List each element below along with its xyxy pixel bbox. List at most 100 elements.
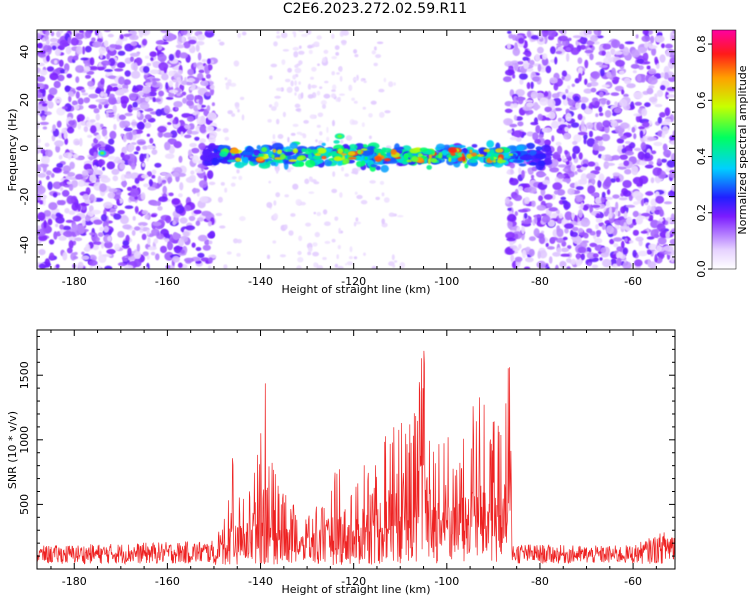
heatmap-blob [59,181,66,187]
heatmap-blob [83,66,91,71]
heatmap-blob [161,179,167,184]
heatmap-blob [168,80,174,88]
heatmap-blob [134,206,139,213]
heatmap-blob [89,193,95,201]
heatmap-blob [168,53,175,61]
heatmap-blob [512,103,518,108]
heatmap-blob [37,82,40,89]
heatmap-blob [507,220,513,229]
heatmap-blob [535,146,543,151]
heatmap-blob [177,69,183,75]
heatmap-blob [580,202,584,209]
heatmap-blob [560,253,571,257]
heatmap-blob [49,252,55,261]
heatmap-blob [570,122,580,128]
heatmap-blob [600,247,606,254]
heatmap-blob [664,118,672,123]
heatmap-blob [71,223,78,232]
heatmap-blob [323,93,331,99]
heatmap-blob [594,166,601,172]
heatmap-blob [556,228,564,237]
heatmap-y-axis: -40 -20 0 20 40 [18,39,675,270]
heatmap-blob [621,240,625,249]
heatmap-blob [647,205,652,211]
heatmap-blob [161,73,169,81]
heatmap-blob [285,146,292,151]
heatmap-blob [526,102,534,108]
heatmap-blob [510,168,514,175]
heatmap-blob [274,95,281,99]
heatmap-blob [508,153,514,156]
heatmap-blob [100,241,105,249]
heatmap-blob [332,171,336,177]
heatmap-blob [255,157,264,162]
heatmap-blob [525,257,534,263]
heatmap-blob [97,232,104,238]
heatmap-blob [172,220,177,226]
heatmap-blob [124,57,132,64]
heatmap-blob [292,123,299,127]
heatmap-blob [286,86,293,93]
colorbar-label: Normalized spectral amplitude [736,65,749,234]
heatmap-blob [534,216,538,224]
heatmap-blob [200,81,209,87]
heatmap-blob [592,253,599,258]
heatmap-blob [647,249,651,255]
heatmap-blob [647,136,657,141]
heatmap-blob [602,258,612,268]
heatmap-blob [81,170,89,176]
heatmap-blob [529,59,535,66]
heatmap-blob [538,195,544,202]
heatmap-blob [137,44,142,49]
heatmap-blob [124,70,131,77]
heatmap-blob [261,147,268,153]
heatmap-blob [65,219,74,223]
heatmap-blob [638,175,649,185]
heatmap-blob [576,253,581,260]
heatmap-blob [319,131,323,136]
heatmap-blob [199,124,207,134]
heatmap-blob [633,91,644,100]
heatmap-blob [131,107,141,111]
heatmap-blob [89,174,97,183]
heatmap-blob [388,212,395,217]
heatmap-blob [180,131,184,137]
heatmap-blob [381,192,385,197]
heatmap-blob [606,189,611,195]
heatmap-blob [127,104,133,113]
heatmap-blob [589,242,598,248]
heatmap-blob [108,96,117,105]
heatmap-blob [560,247,570,253]
heatmap-blob [546,266,550,269]
heatmap-blob [663,245,674,252]
heatmap-blob [104,104,109,109]
heatmap-blob [592,142,599,151]
heatmap-blob [142,251,149,257]
heatmap-blob [438,152,443,159]
heatmap-blob [72,256,79,260]
heatmap-blob [670,213,675,222]
heatmap-blob [321,155,327,160]
heatmap-blob [131,70,141,79]
heatmap-blob [166,113,173,119]
heatmap-blob [536,260,547,269]
heatmap-blob [165,265,171,269]
heatmap-blob [298,60,303,65]
heatmap-blob [208,257,213,264]
heatmap-blob [189,130,199,135]
heatmap-blob [562,168,569,172]
heatmap-blob [393,82,396,86]
heatmap-blob [648,261,657,269]
heatmap-blob [149,137,154,144]
heatmap-blob [151,228,160,236]
heatmap-blob [584,108,593,115]
heatmap-blob [302,133,307,139]
heatmap-blob [567,99,576,107]
heatmap-blob [139,153,145,163]
heatmap-blob [217,196,223,203]
heatmap-blob [52,124,56,132]
heatmap-blob [37,164,41,172]
heatmap-blob [631,49,640,58]
heatmap-blob [570,164,576,172]
heatmap-blob [595,61,604,66]
